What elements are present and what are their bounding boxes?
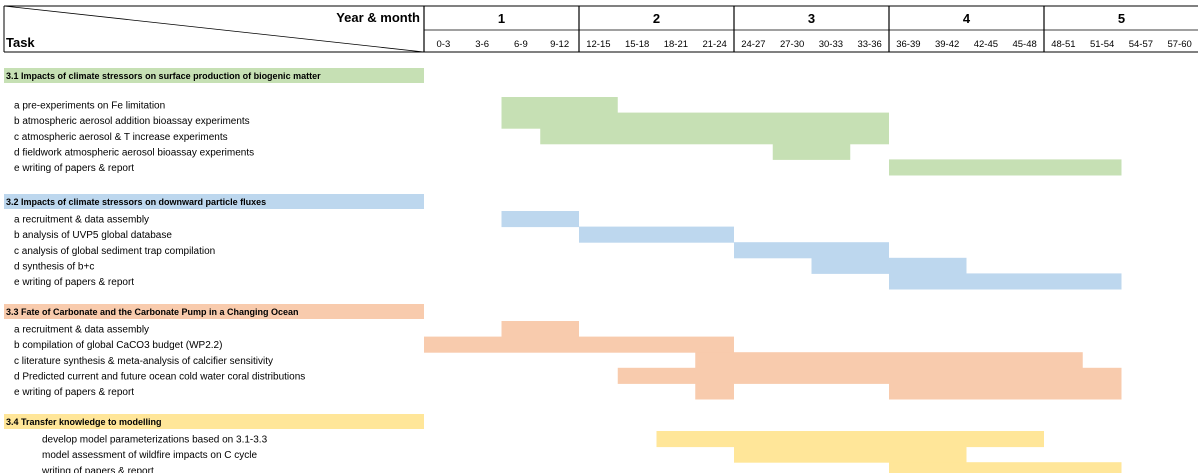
task-label: a recruitment & data assembly [14, 325, 149, 336]
period-label: 36-39 [896, 39, 920, 50]
period-label: 51-54 [1090, 39, 1114, 50]
section-band [4, 194, 424, 209]
task-bar [540, 128, 889, 145]
task-bar [695, 352, 1083, 369]
period-label: 3-6 [475, 39, 489, 50]
task-label: e writing of papers & report [14, 387, 134, 398]
task-bar [772, 143, 851, 160]
task-label: e writing of papers & report [14, 163, 134, 174]
task-bar [501, 97, 618, 114]
task-label: c analysis of global sediment trap compi… [14, 246, 215, 257]
period-label: 6-9 [514, 39, 528, 50]
section-band [4, 414, 424, 429]
year-label: 5 [1118, 11, 1125, 26]
task-label: writing of papers & report [41, 466, 154, 473]
period-label: 9-12 [550, 39, 569, 50]
period-label: 24-27 [741, 39, 765, 50]
task-bar [889, 159, 1122, 176]
period-label: 45-48 [1012, 39, 1036, 50]
bars-layer [4, 68, 1122, 473]
period-label: 0-3 [437, 39, 451, 50]
period-label: 15-18 [625, 39, 649, 50]
task-label: e writing of papers & report [14, 277, 134, 288]
task-bar [579, 226, 734, 243]
task-label: a pre-experiments on Fe limitation [14, 101, 165, 112]
period-label: 57-60 [1167, 39, 1191, 50]
task-bar [734, 446, 967, 463]
task-label: b atmospheric aerosol addition bioassay … [14, 116, 250, 127]
year-label: 1 [498, 11, 505, 26]
period-label: 21-24 [702, 39, 726, 50]
period-label: 39-42 [935, 39, 959, 50]
header-grid [3, 5, 1198, 53]
task-bar [424, 336, 734, 353]
header-time-label: Year & month [336, 10, 420, 25]
section-band [4, 304, 424, 319]
labels-layer: Year & month Task 1 2 3 4 5 0-3 3-6 6-9 9-12 12-15 1… [6, 10, 1192, 473]
task-bar [501, 112, 889, 129]
section-title: 3.2 Impacts of climate stressors on down… [6, 197, 266, 207]
task-label: b compilation of global CaCO3 budget (WP… [14, 340, 222, 351]
task-bar [811, 257, 967, 274]
task-bar [889, 273, 1122, 290]
task-label: model assessment of wildfire impacts on … [42, 450, 258, 461]
task-label: d Predicted current and future ocean col… [14, 371, 305, 382]
section-band [4, 68, 424, 83]
period-label: 27-30 [780, 39, 804, 50]
task-bar [501, 211, 579, 228]
period-label: 33-36 [857, 39, 881, 50]
section-title: 3.1 Impacts of climate stressors on surf… [6, 71, 321, 81]
task-label: d synthesis of b+c [14, 261, 94, 272]
task-bar [889, 462, 1122, 473]
period-label: 18-21 [664, 39, 688, 50]
year-label: 3 [808, 11, 815, 26]
task-bar [695, 383, 734, 400]
period-label: 48-51 [1051, 39, 1075, 50]
task-label: a recruitment & data assembly [14, 215, 149, 226]
header-task-label: Task [6, 35, 35, 50]
task-bar [889, 383, 1122, 400]
period-label: 12-15 [586, 39, 610, 50]
task-label: c literature synthesis & meta-analysis o… [14, 356, 273, 367]
year-label: 4 [963, 11, 971, 26]
task-label: c atmospheric aerosol & T increase exper… [14, 132, 228, 143]
task-bar [656, 431, 1044, 448]
section-title: 3.4 Transfer knowledge to modelling [6, 417, 162, 427]
task-bar [501, 321, 579, 338]
period-label: 54-57 [1129, 39, 1153, 50]
task-label: b analysis of UVP5 global database [14, 230, 172, 241]
section-title: 3.3 Fate of Carbonate and the Carbonate … [6, 307, 299, 317]
task-label: d fieldwork atmospheric aerosol bioassay… [14, 147, 254, 158]
period-label: 30-33 [819, 39, 843, 50]
header-diagonal [3, 5, 425, 53]
period-label: 42-45 [974, 39, 998, 50]
task-bar [617, 367, 1122, 384]
year-label: 2 [653, 11, 660, 26]
task-label: develop model parameterizations based on… [42, 435, 268, 446]
task-bar [734, 242, 889, 259]
